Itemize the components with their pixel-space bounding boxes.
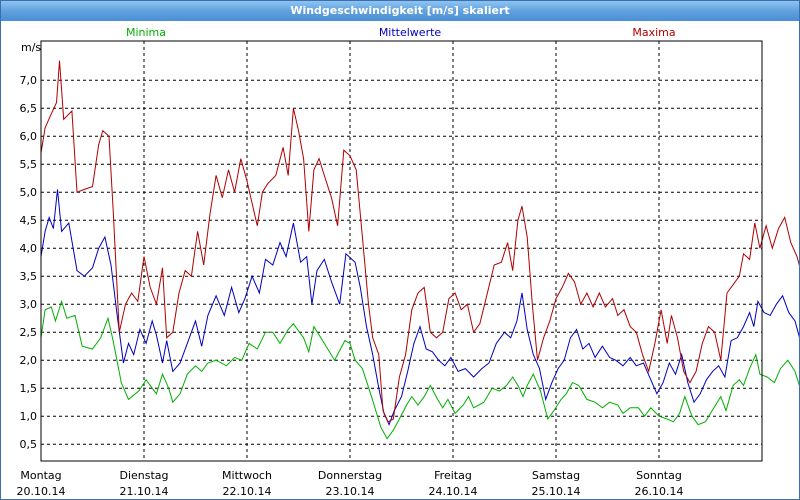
plot-frame (40, 40, 763, 462)
window-title: Windgeschwindigkeit [m/s] skaliert (1, 1, 799, 21)
x-tick-weekday: Sonntag (636, 469, 682, 482)
y-tick-label: 1,0 (20, 410, 38, 423)
x-tick-weekday: Montag (20, 469, 61, 482)
y-tick-label: 5,0 (20, 186, 38, 199)
legend-mittelwerte: Mittelwerte (379, 26, 442, 39)
x-tick-date: 22.10.14 (223, 485, 272, 498)
x-tick-date: 20.10.14 (17, 485, 66, 498)
series-line-maxima (40, 60, 799, 423)
x-tick-weekday: Samstag (532, 469, 580, 482)
legend-maxima: Maxima (632, 26, 675, 39)
x-tick-weekday: Freitag (434, 469, 472, 482)
x-tick-date: 26.10.14 (635, 485, 684, 498)
y-tick-label: 3,0 (20, 298, 38, 311)
x-tick-weekday: Dienstag (119, 469, 168, 482)
y-tick-label: 1,5 (20, 382, 38, 395)
y-axis-label: m/s (21, 41, 41, 54)
x-tick-weekday: Mittwoch (222, 469, 272, 482)
series-line-minima (40, 299, 799, 440)
y-tick-label: 4,5 (20, 214, 38, 227)
x-tick-date: 25.10.14 (532, 485, 581, 498)
x-tick-date: 24.10.14 (429, 485, 478, 498)
y-tick-label: 0,5 (20, 438, 38, 451)
y-tick-label: 2,0 (20, 354, 38, 367)
x-tick-date: 21.10.14 (120, 485, 169, 498)
series-line-mittelwerte (40, 189, 799, 426)
y-tick-label: 3,5 (20, 270, 38, 283)
x-tick-date: 23.10.14 (326, 485, 375, 498)
y-tick-label: 7,0 (20, 74, 38, 87)
y-tick-label: 5,5 (20, 158, 38, 171)
y-tick-label: 6,5 (20, 102, 38, 115)
legend-minima: Minima (126, 26, 166, 39)
y-tick-label: 2,5 (20, 326, 38, 339)
y-tick-label: 4,0 (20, 242, 38, 255)
x-tick-weekday: Donnerstag (318, 469, 382, 482)
y-tick-label: 6,0 (20, 130, 38, 143)
